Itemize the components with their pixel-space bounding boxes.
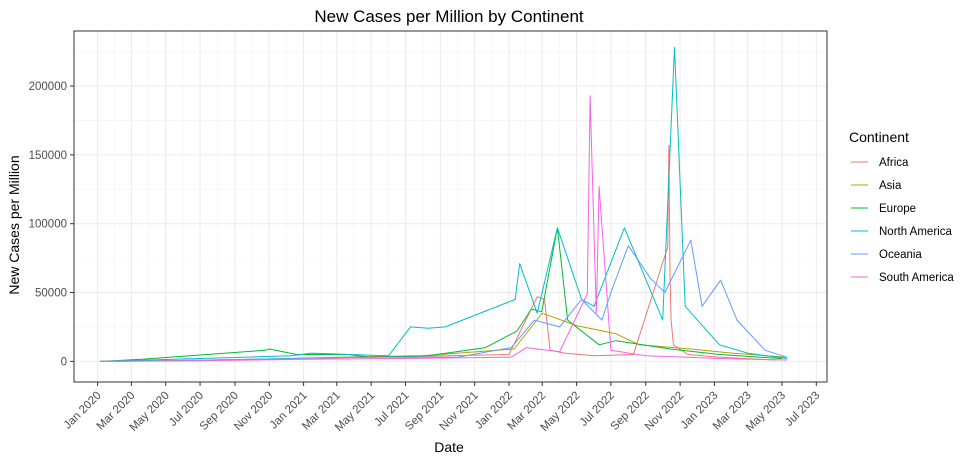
y-tick-label: 200000 [29,81,67,93]
y-axis: 0 50000 100000 150000 200000 [29,81,74,368]
legend-label: Africa [879,157,909,169]
legend-item: South America [851,272,954,284]
legend-title: Continent [849,129,909,145]
legend-item: Asia [851,180,902,192]
legend-items: Africa Asia Europe North America Oceania Sout… [851,157,954,284]
x-axis-title: Date [434,439,464,455]
chart-title: New Cases per Million by Continent [314,7,584,26]
y-tick-label: 50000 [35,288,67,300]
y-tick-label: 0 [61,356,67,368]
legend-label: South America [879,272,954,284]
legend-label: Europe [879,203,916,215]
plot-panel [73,30,828,383]
legend-item: Europe [851,203,916,215]
legend-item: North America [851,226,952,238]
series-layer [99,47,788,362]
legend-label: North America [879,226,952,238]
series-line-europe [99,227,783,362]
legend-label: Asia [879,180,902,192]
y-tick-label: 150000 [29,150,67,162]
legend: Continent Africa Asia Europe North America O… [849,129,954,284]
plot-panel-border [73,30,828,383]
legend-item: Oceania [851,249,922,261]
y-tick-label: 100000 [29,219,67,231]
y-axis-title: New Cases per Million [6,155,22,294]
plot-panel-background [74,31,827,382]
series-line-oceania [99,239,788,362]
grid-minor [74,31,827,382]
grid-major [74,31,827,382]
legend-label: Oceania [879,249,922,261]
series-line-north-america [99,47,788,362]
series-line-south-america [99,95,788,362]
legend-item: Africa [851,157,909,169]
